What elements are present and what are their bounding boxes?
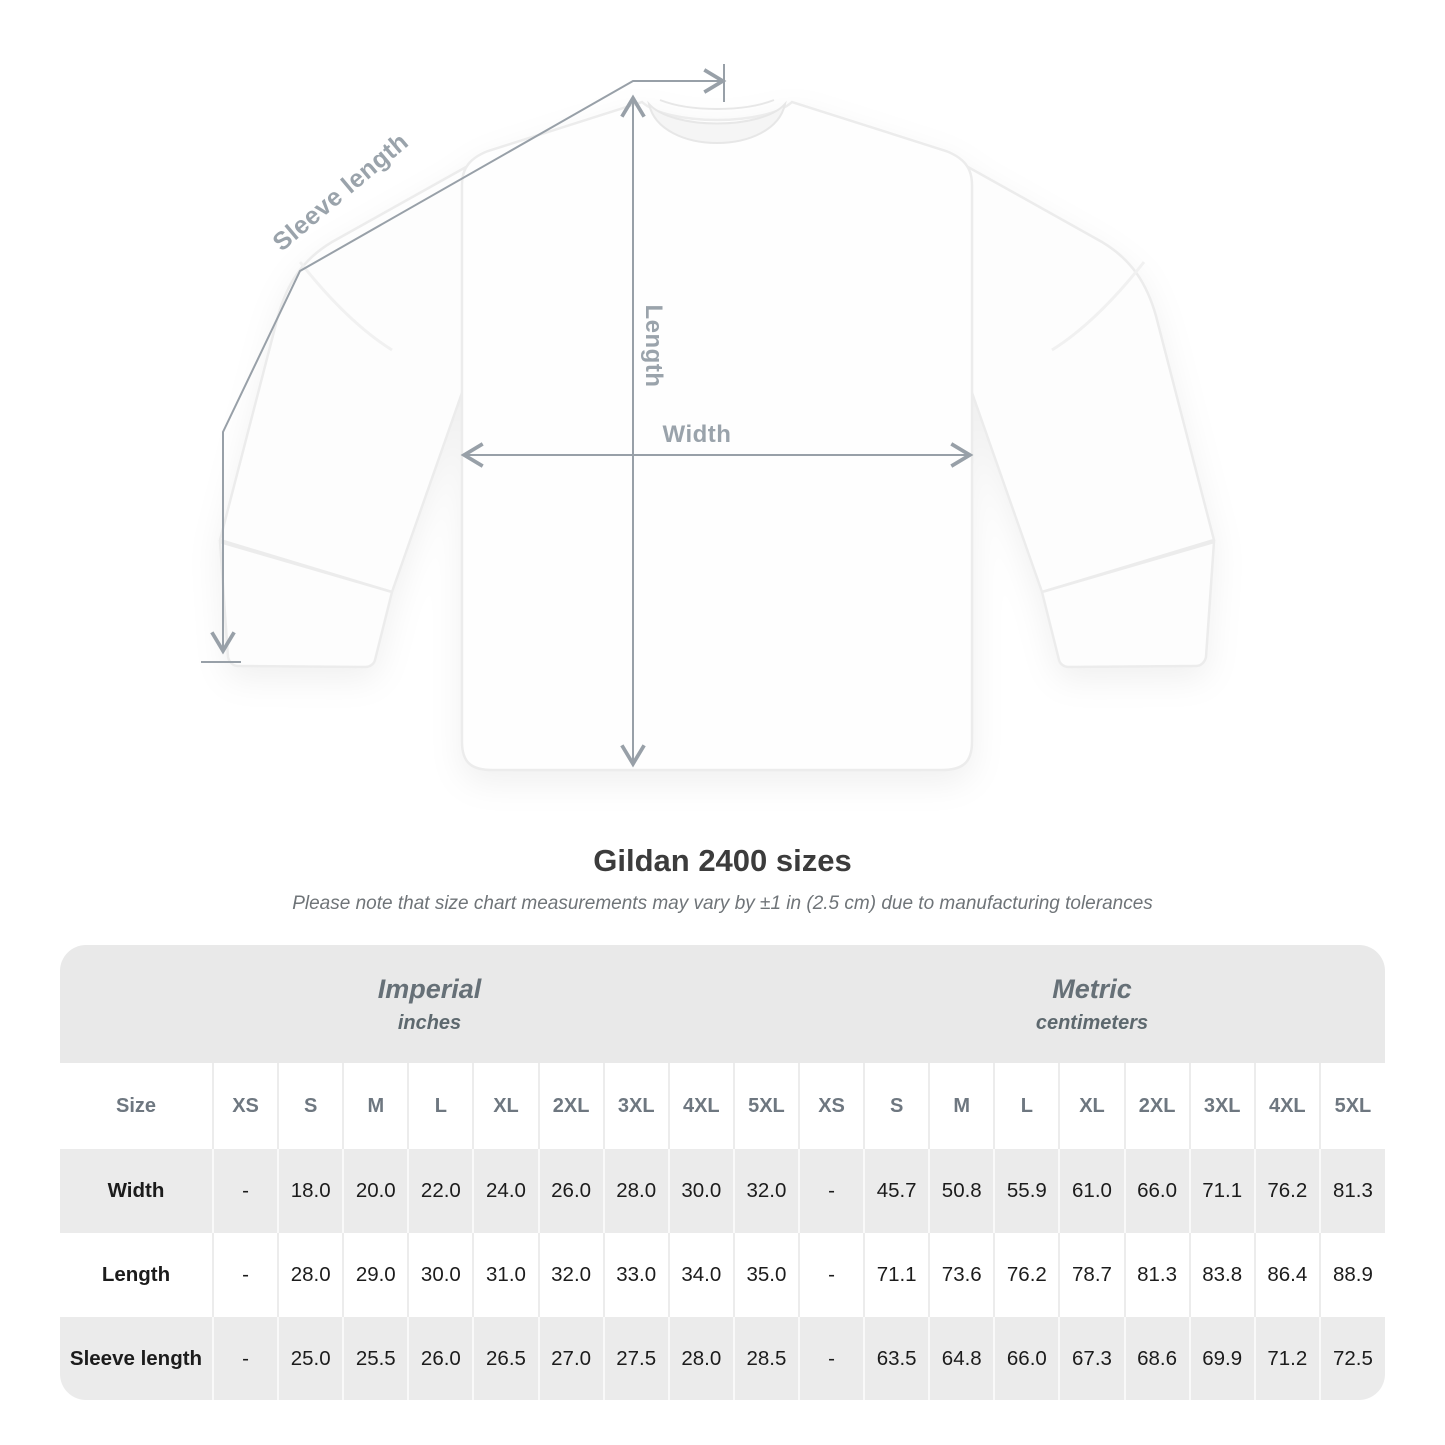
metric-unit: centimeters [1035, 1011, 1149, 1034]
cell: 45.7 [863, 1149, 930, 1233]
cell: 66.0 [1123, 1149, 1190, 1233]
size-header: 5XL [732, 1063, 799, 1149]
cell: 66.0 [993, 1317, 1060, 1400]
cell: 81.3 [1123, 1233, 1190, 1317]
size-header: L [993, 1063, 1060, 1149]
cell: 81.3 [1318, 1149, 1385, 1233]
size-header: XL [1058, 1063, 1125, 1149]
cell: 25.0 [277, 1317, 344, 1400]
width-label: Width [662, 421, 732, 448]
cell: 67.3 [1058, 1317, 1125, 1400]
imperial-label: Imperial [377, 973, 482, 1004]
size-header: 4XL [667, 1063, 734, 1149]
cell: - [211, 1233, 279, 1317]
cell: 83.8 [1188, 1233, 1255, 1317]
cell: 31.0 [472, 1233, 539, 1317]
cell: - [211, 1149, 279, 1233]
cell: 61.0 [1058, 1149, 1125, 1233]
cell: 26.0 [407, 1317, 474, 1400]
cell: 30.0 [407, 1233, 474, 1317]
measurement-arrows [201, 64, 974, 768]
size-header: S [277, 1063, 344, 1149]
table-row-width: Width - 18.0 20.0 22.0 24.0 26.0 28.0 30… [60, 1149, 1385, 1233]
cell: 33.0 [602, 1233, 669, 1317]
cell: 30.0 [667, 1149, 734, 1233]
size-header: 4XL [1253, 1063, 1320, 1149]
imperial-group-header: Imperial inches [60, 945, 799, 1063]
cell: 27.0 [537, 1317, 604, 1400]
metric-label: Metric [1052, 973, 1132, 1004]
cell: 32.0 [732, 1149, 799, 1233]
cell: - [797, 1233, 865, 1317]
size-header: 5XL [1318, 1063, 1385, 1149]
table-row-sleeve-length: Sleeve length - 25.0 25.5 26.0 26.5 27.0… [60, 1317, 1385, 1400]
size-header: XL [472, 1063, 539, 1149]
cell: 26.0 [537, 1149, 604, 1233]
cell: 71.1 [1188, 1149, 1255, 1233]
page-title: Gildan 2400 sizes [593, 843, 852, 878]
size-header: 2XL [1123, 1063, 1190, 1149]
size-table: Imperial inches Metric centimeters Size … [60, 945, 1385, 1400]
cell: 20.0 [342, 1149, 409, 1233]
cell: - [211, 1317, 279, 1400]
cell: 50.8 [928, 1149, 995, 1233]
row-label: Width [107, 1179, 165, 1202]
size-header: M [342, 1063, 409, 1149]
cell: 71.2 [1253, 1317, 1320, 1400]
cell: 29.0 [342, 1233, 409, 1317]
row-label: Length [101, 1263, 171, 1286]
size-header: L [407, 1063, 474, 1149]
table-row-length: Length - 28.0 29.0 30.0 31.0 32.0 33.0 3… [60, 1233, 1385, 1317]
cell: 68.6 [1123, 1317, 1190, 1400]
cell: 55.9 [993, 1149, 1060, 1233]
size-table-grid: Imperial inches Metric centimeters Size … [60, 945, 1385, 1400]
shirt-measurement-diagram: Sleeve length Length Width [201, 64, 1216, 772]
cell: 63.5 [863, 1317, 930, 1400]
cell: 71.1 [863, 1233, 930, 1317]
cell: 86.4 [1253, 1233, 1320, 1317]
cell: 34.0 [667, 1233, 734, 1317]
cell: - [797, 1149, 865, 1233]
cell: - [797, 1317, 865, 1400]
cell: 24.0 [472, 1149, 539, 1233]
size-header: 3XL [602, 1063, 669, 1149]
metric-group-header: Metric centimeters [799, 945, 1385, 1063]
unit-group-row: Imperial inches Metric centimeters [60, 945, 1385, 1063]
cell: 64.8 [928, 1317, 995, 1400]
cell: 76.2 [1253, 1149, 1320, 1233]
size-column-header: Size [115, 1094, 157, 1117]
cell: 72.5 [1318, 1317, 1385, 1400]
cell: 28.5 [732, 1317, 799, 1400]
tolerance-note: Please note that size chart measurements… [292, 893, 1153, 914]
size-header-row: Size XS S M L XL 2XL 3XL 4XL 5XL XS S M … [60, 1063, 1385, 1149]
cell: 88.9 [1318, 1233, 1385, 1317]
shirt-illustration [201, 64, 1216, 772]
cell: 26.5 [472, 1317, 539, 1400]
row-label: Sleeve length [69, 1347, 203, 1370]
imperial-unit: inches [397, 1011, 462, 1034]
cell: 35.0 [732, 1233, 799, 1317]
cell: 28.0 [277, 1233, 344, 1317]
cell: 25.5 [342, 1317, 409, 1400]
size-header: S [863, 1063, 930, 1149]
length-label: Length [640, 304, 667, 388]
size-header: 3XL [1188, 1063, 1255, 1149]
cell: 78.7 [1058, 1233, 1125, 1317]
sleeve-length-arrow [210, 68, 727, 655]
size-header: XS [211, 1063, 279, 1149]
cell: 22.0 [407, 1149, 474, 1233]
cell: 32.0 [537, 1233, 604, 1317]
cell: 73.6 [928, 1233, 995, 1317]
size-header: M [928, 1063, 995, 1149]
cell: 76.2 [993, 1233, 1060, 1317]
cell: 69.9 [1188, 1317, 1255, 1400]
cell: 27.5 [602, 1317, 669, 1400]
size-header: XS [797, 1063, 865, 1149]
cell: 28.0 [602, 1149, 669, 1233]
size-header: 2XL [537, 1063, 604, 1149]
cell: 28.0 [667, 1317, 734, 1400]
cell: 18.0 [277, 1149, 344, 1233]
